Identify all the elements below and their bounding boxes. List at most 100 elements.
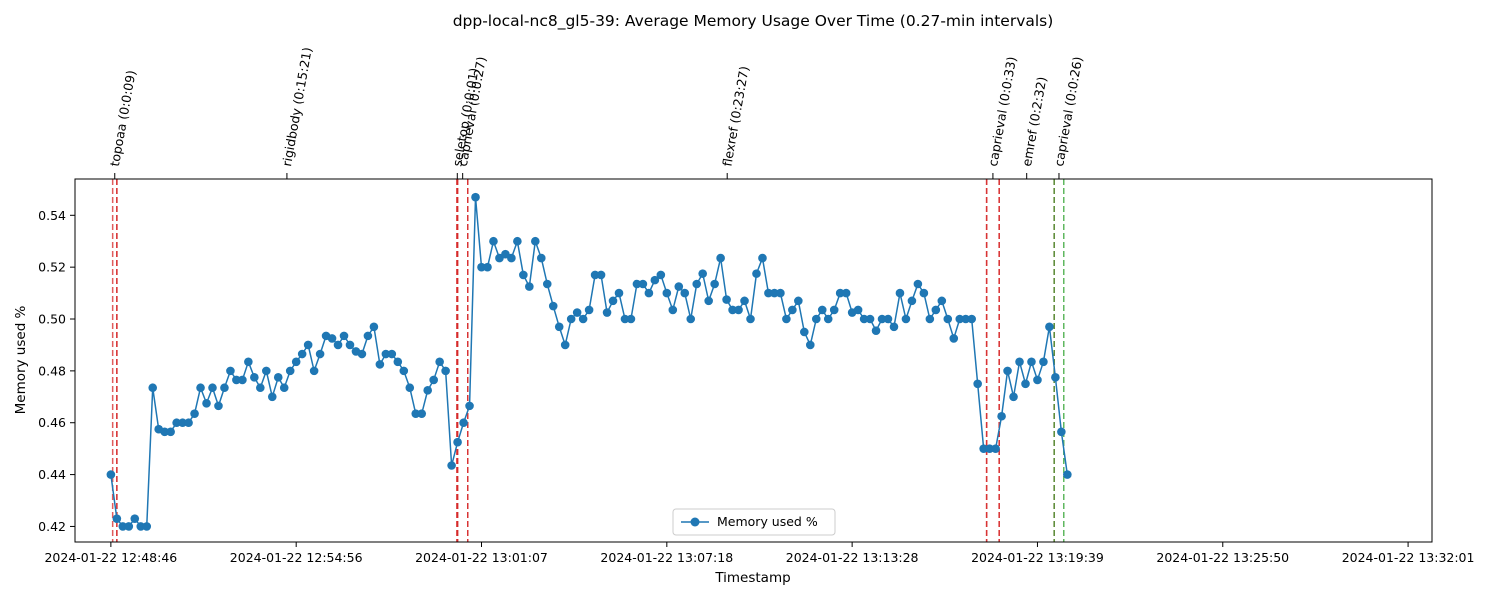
data-point [214, 401, 223, 411]
data-point [226, 366, 235, 376]
data-point [387, 349, 397, 359]
data-point [1063, 470, 1072, 479]
legend-box [672, 508, 836, 536]
data-point [590, 270, 600, 280]
data-point [680, 288, 690, 298]
y-tick-label: 0.50 [38, 312, 66, 327]
data-point [220, 383, 229, 393]
data-point [393, 357, 403, 367]
data-point [459, 418, 468, 428]
data-point [973, 379, 982, 389]
data-point [578, 314, 588, 324]
data-point [118, 522, 128, 531]
data-point [656, 270, 666, 280]
data-point [913, 279, 923, 289]
data-point [238, 375, 247, 385]
legend-marker-swatch [690, 517, 700, 527]
data-point [1003, 366, 1012, 376]
chart-title: dpp-local-nc8_gl5-39: Average Memory Usa… [453, 12, 1054, 31]
data-point [925, 314, 935, 324]
data-point [596, 270, 606, 280]
data-point [829, 305, 839, 315]
data-point [949, 334, 959, 343]
data-point [124, 522, 134, 531]
data-point [650, 275, 660, 285]
data-point [548, 301, 558, 311]
data-point [273, 373, 283, 382]
x-tick-label: 2024-01-22 13:32:01 [1342, 550, 1475, 565]
data-point [112, 514, 122, 523]
y-tick-label: 0.48 [38, 363, 66, 378]
data-point [345, 340, 355, 350]
data-point [584, 305, 594, 315]
data-point [1057, 427, 1066, 437]
series-layer [106, 192, 1072, 531]
data-point [662, 288, 672, 298]
data-point [698, 269, 707, 278]
data-point [961, 314, 971, 324]
data-point [704, 296, 713, 306]
data-point [764, 288, 773, 298]
x-axis-ticks: 2024-01-22 12:48:46 2024-01-22 12:54:56 20… [44, 542, 1474, 565]
x-tick-label: 2024-01-22 13:01:07 [415, 550, 548, 565]
data-point [722, 295, 731, 304]
data-point [172, 418, 181, 428]
data-point [453, 437, 462, 447]
data-point [668, 305, 678, 315]
data-point [566, 314, 576, 324]
x-tick-label: 2024-01-22 13:13:28 [786, 550, 919, 565]
data-point [106, 470, 116, 479]
data-point [572, 308, 582, 317]
data-point [1051, 373, 1060, 382]
data-point [1027, 357, 1036, 367]
data-point [638, 279, 648, 289]
data-point [297, 349, 307, 359]
data-point [513, 236, 522, 246]
data-point [357, 349, 367, 359]
legend: Memory used % [672, 508, 836, 536]
data-point [130, 514, 140, 523]
data-point [178, 418, 187, 428]
data-point [841, 288, 851, 298]
data-point [256, 383, 265, 393]
data-point [327, 334, 337, 343]
data-point [614, 288, 624, 298]
data-point [190, 409, 199, 418]
data-point [315, 349, 325, 359]
y-tick-label: 0.52 [38, 260, 66, 275]
data-point [363, 331, 373, 341]
data-point [835, 288, 845, 298]
data-point [728, 305, 737, 315]
data-point [166, 427, 175, 437]
data-point [1015, 357, 1024, 367]
data-point [208, 383, 217, 393]
data-point [632, 279, 642, 289]
data-point [871, 326, 881, 335]
data-point [489, 236, 498, 246]
data-point [746, 314, 755, 324]
data-point [1045, 322, 1054, 332]
y-axis-ticks: 0.42 0.44 0.46 0.48 0.50 0.52 0.54 [38, 208, 75, 534]
data-point [997, 411, 1006, 421]
x-tick-label: 2024-01-22 12:54:56 [230, 550, 363, 565]
data-point [710, 279, 719, 289]
data-point [901, 314, 911, 324]
data-point [608, 296, 618, 306]
data-point [602, 308, 612, 317]
data-point [471, 192, 480, 202]
data-point [865, 314, 875, 324]
x-tick-label: 2024-01-22 13:25:50 [1156, 550, 1289, 565]
data-point [291, 357, 301, 367]
data-point [620, 314, 630, 324]
data-point [531, 236, 540, 246]
data-point [686, 314, 696, 324]
data-point [919, 288, 929, 298]
data-point [375, 360, 385, 369]
data-point [507, 253, 516, 263]
x-tick-label: 2024-01-22 13:19:39 [971, 550, 1104, 565]
data-point [853, 305, 863, 315]
data-point [429, 375, 438, 385]
data-point [817, 305, 827, 315]
data-point [776, 288, 785, 298]
